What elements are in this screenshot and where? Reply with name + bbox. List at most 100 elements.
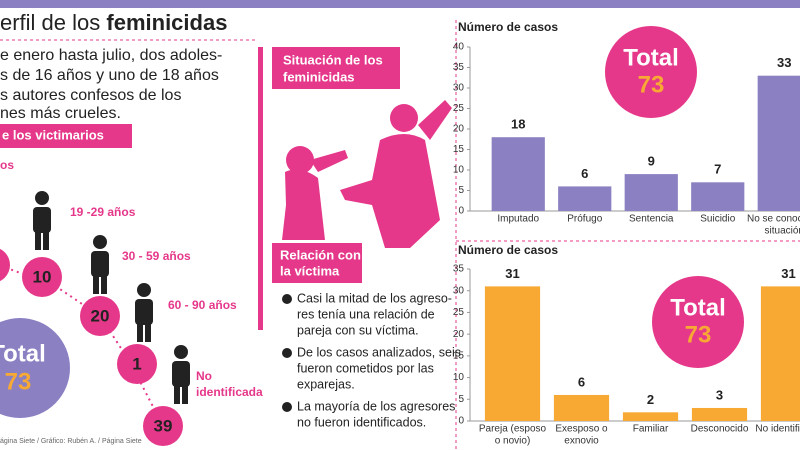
total-label: Total <box>670 294 726 321</box>
y-tick-label: 35 <box>453 264 465 275</box>
source: ágina Siete / Gráfico: Rubén A. / Página… <box>0 438 142 445</box>
section-title: la víctima <box>280 263 340 278</box>
total-value: 73 <box>5 368 32 395</box>
count-circle <box>80 296 120 336</box>
x-tick-label: No identificado <box>755 424 800 435</box>
bar <box>484 286 541 421</box>
bar <box>691 407 748 421</box>
total-circle <box>0 318 70 418</box>
silhouette <box>282 100 452 248</box>
count: 20 <box>91 306 110 325</box>
value-label: 31 <box>505 266 519 281</box>
y-tick-label: 0 <box>458 416 464 427</box>
value-label: 6 <box>578 374 585 389</box>
bar <box>760 286 800 421</box>
section-title: feminicidas <box>283 69 355 84</box>
age-label: No <box>196 369 212 383</box>
top-band <box>0 0 800 8</box>
total-value: 73 <box>638 71 665 98</box>
label-box <box>272 243 362 283</box>
age-label: os <box>0 158 14 172</box>
value-label: 9 <box>648 154 655 169</box>
x-tick-label: Suicidio <box>700 214 735 225</box>
bullet-icon <box>282 348 292 358</box>
bar <box>691 182 745 211</box>
bullet-icon <box>282 294 292 304</box>
total-circle <box>605 26 697 118</box>
y-tick-label: 5 <box>458 394 464 405</box>
x-tick-label: Familiar <box>633 424 669 435</box>
section-title: Relación con <box>280 247 361 262</box>
divider <box>258 47 263 330</box>
total-label: Total <box>0 340 46 367</box>
value-label: 2 <box>647 392 654 407</box>
x-tick-label: Exesposo o <box>555 424 608 435</box>
bullet-text: no fueron identificados. <box>297 415 426 429</box>
y-tick-label: 25 <box>453 103 465 114</box>
axis-title: Número de casos <box>458 243 558 257</box>
intro-line: nes más crueles. <box>0 105 121 122</box>
age-label: 30 - 59 años <box>122 249 191 263</box>
value-label: 33 <box>777 55 791 70</box>
bullet-text: exparejas. <box>297 377 355 391</box>
bar <box>624 174 678 211</box>
x-tick-label: Pareja (esposo <box>479 424 547 435</box>
count: 39 <box>154 416 173 435</box>
bullet-icon <box>282 402 292 412</box>
bar <box>558 186 612 211</box>
x-tick-label: Desconocido <box>691 424 749 435</box>
y-tick-label: 20 <box>453 124 465 135</box>
person-icons <box>33 191 190 404</box>
y-tick-label: 5 <box>458 185 464 196</box>
bullet-text: fueron cometidos por las <box>297 361 434 375</box>
x-tick-label: Prófugo <box>567 214 602 225</box>
value-label: 18 <box>511 117 525 132</box>
value-label: 3 <box>716 387 723 402</box>
age-label: 60 - 90 años <box>168 298 237 312</box>
label: e los victimarios <box>2 127 104 142</box>
bullet-text: Casi la mitad de los agreso- <box>297 291 452 305</box>
total-value: 73 <box>685 321 712 348</box>
x-tick-label: Sentencia <box>629 214 674 225</box>
x-tick-label: o novio) <box>495 436 531 447</box>
label-box <box>272 47 400 89</box>
x-tick-label: No se conoce su <box>747 214 800 225</box>
value-label: 31 <box>781 266 795 281</box>
total-label: Total <box>623 44 679 71</box>
x-tick-label: Imputado <box>497 214 539 225</box>
y-tick-label: 30 <box>453 285 465 296</box>
bullet-text: pareja con su víctima. <box>297 323 419 337</box>
axis-title: Número de casos <box>458 20 558 34</box>
intro-line: s autores confesos de los <box>0 87 181 104</box>
y-tick-label: 15 <box>453 350 465 361</box>
bar <box>491 137 545 211</box>
y-tick-label: 10 <box>453 165 465 176</box>
count-circle <box>143 406 183 446</box>
intro-line: e enero hasta julio, dos adoles- <box>0 47 222 64</box>
count: 10 <box>33 267 52 286</box>
section-title: Situación de los <box>283 52 383 67</box>
y-tick-label: 20 <box>453 329 465 340</box>
bullet-text: De los casos analizados, seis <box>297 345 461 359</box>
value-label: 7 <box>714 162 721 177</box>
total-circle <box>652 276 744 368</box>
y-tick-label: 10 <box>453 372 465 383</box>
x-tick-label: exnovio <box>564 436 599 447</box>
y-tick-label: 30 <box>453 83 465 94</box>
y-tick-label: 35 <box>453 62 465 73</box>
bar <box>757 75 800 211</box>
intro-line: s de 16 años y uno de 18 años <box>0 67 219 84</box>
age-label: 19 -29 años <box>70 205 136 219</box>
age-label: identificada <box>196 385 263 399</box>
title: erfil de los feminicidas <box>0 10 227 35</box>
count-circle <box>117 344 157 384</box>
count-circle <box>22 257 62 297</box>
count: 1 <box>132 354 141 373</box>
label-box <box>0 124 132 148</box>
y-tick-label: 0 <box>458 206 464 217</box>
bar <box>553 394 610 421</box>
x-tick-label: situación <box>765 226 800 237</box>
y-tick-label: 15 <box>453 144 465 155</box>
circle <box>0 248 10 282</box>
